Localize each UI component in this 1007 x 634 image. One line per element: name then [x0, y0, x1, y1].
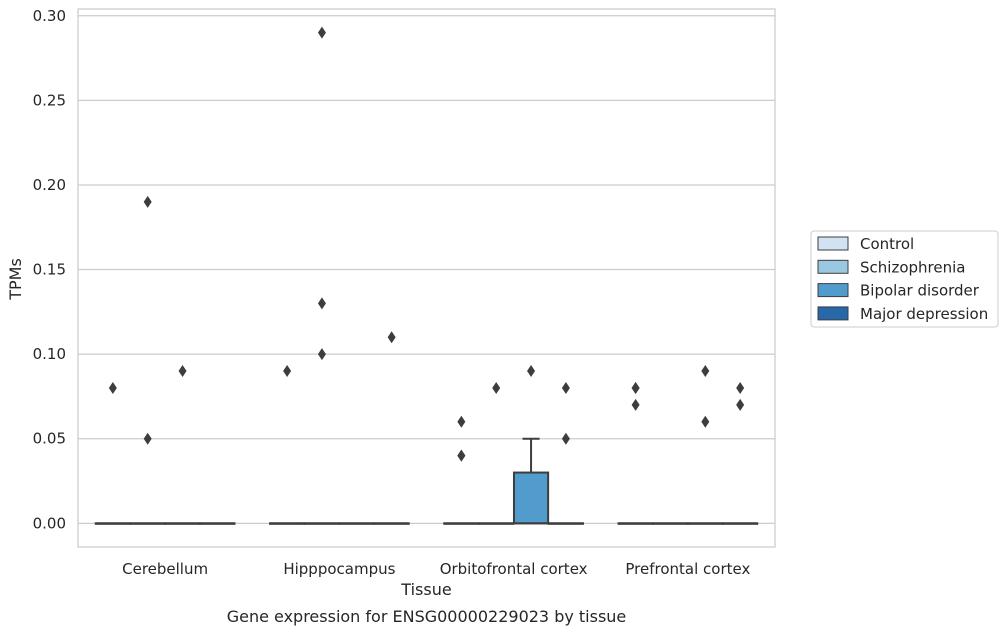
y-tick-labels: 0.00 0.05 0.10 0.15 0.20 0.25 0.30 [33, 7, 66, 533]
box-schizophrenia [303, 26, 341, 525]
legend-label: Control [860, 235, 914, 253]
outlier-point [108, 381, 117, 394]
box-major-depression [373, 331, 410, 525]
y-axis-label: TPMs [6, 258, 25, 301]
outlier-point [631, 381, 640, 394]
box-schizophrenia [652, 522, 689, 525]
legend-label: Bipolar disorder [860, 282, 980, 300]
outlier-point [701, 415, 710, 428]
outlier-point [492, 381, 501, 394]
x-tick-label: Hipppocampus [283, 560, 395, 578]
box-control [617, 381, 654, 525]
x-axis-label: Tissue [400, 580, 451, 599]
plot-area-frame [77, 8, 776, 548]
outlier-point [631, 398, 640, 411]
x-tick-label: Prefrontal cortex [625, 560, 750, 578]
legend-swatch [817, 236, 849, 251]
outlier-point [317, 26, 326, 39]
y-tick-label: 0.15 [33, 261, 66, 279]
box-plots [94, 26, 759, 525]
box-schizophrenia [129, 195, 166, 525]
box [512, 471, 550, 525]
outlier-point [317, 297, 326, 310]
y-tick-label: 0.30 [33, 7, 66, 25]
box-control [94, 381, 131, 525]
box-bipolar-disorder [338, 522, 375, 525]
box-major-depression [199, 522, 236, 525]
y-tick-label: 0.10 [33, 345, 66, 363]
legend-label: Major depression [860, 305, 988, 323]
y-tick-label: 0.25 [33, 91, 66, 109]
outlier-point [317, 348, 326, 361]
outlier-point [178, 365, 187, 378]
box-major-depression [722, 381, 759, 525]
outlier-point [387, 331, 396, 344]
legend-swatch [817, 259, 849, 274]
chart-caption: Gene expression for ENSG00000229023 by t… [227, 607, 627, 626]
box-major-depression [547, 381, 584, 525]
x-tick-labels: Cerebellum Hipppocampus Orbitofrontal cort… [122, 560, 750, 578]
y-tick-label: 0.05 [33, 430, 66, 448]
outlier-point [143, 195, 152, 208]
outlier-point [701, 365, 710, 378]
box-bipolar-disorder [687, 365, 724, 525]
box-control [269, 365, 306, 525]
outlier-point [736, 381, 745, 394]
box-bipolar-disorder [512, 365, 550, 525]
x-tick-label: Cerebellum [122, 560, 208, 578]
outlier-point [561, 432, 570, 445]
outlier-point [457, 449, 466, 462]
legend-frame [810, 230, 999, 328]
box-bipolar-disorder [164, 365, 201, 525]
x-tick-label: Orbitofrontal cortex [440, 560, 588, 578]
outlier-point [143, 432, 152, 445]
legend-swatch [817, 306, 849, 321]
legend: Control Schizophrenia Bipolar disorder Majo… [810, 230, 999, 328]
outlier-point [736, 398, 745, 411]
outlier-point [283, 365, 292, 378]
legend-swatch [817, 283, 849, 298]
box-control [443, 415, 480, 525]
outlier-point [561, 381, 570, 394]
gridlines [78, 15, 775, 524]
y-tick-label: 0.00 [33, 514, 66, 532]
outlier-point [457, 415, 466, 428]
outlier-point [527, 365, 536, 378]
y-tick-label: 0.20 [33, 176, 66, 194]
legend-label: Schizophrenia [860, 258, 965, 276]
box-schizophrenia [478, 381, 515, 525]
